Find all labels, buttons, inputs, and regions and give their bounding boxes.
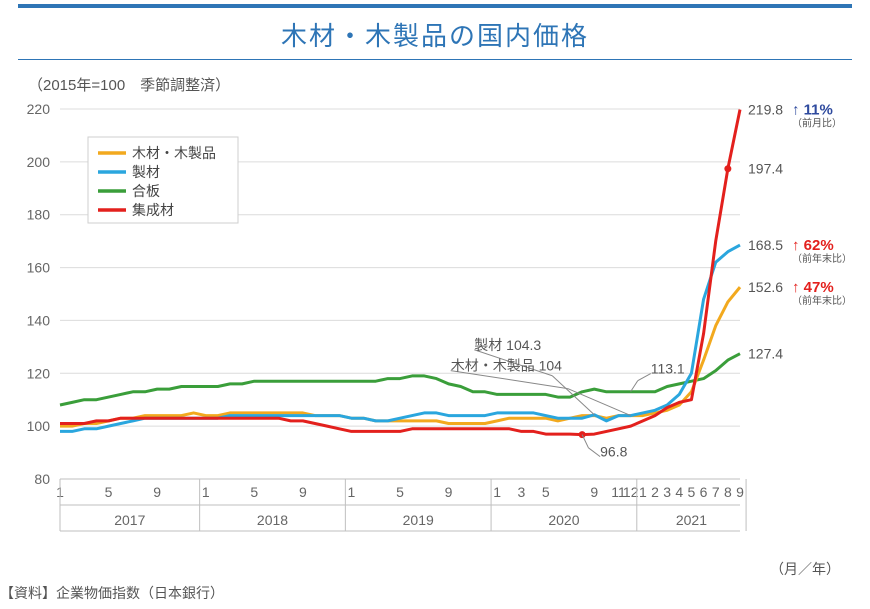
chart-subtitle: （2015年=100 季節調整済）	[0, 60, 870, 99]
svg-text:180: 180	[27, 207, 51, 223]
legend-label-wood: 木材・木製品	[132, 145, 216, 161]
svg-text:5: 5	[250, 484, 258, 500]
svg-text:2019: 2019	[403, 512, 434, 528]
legend-label-glulam: 集成材	[132, 202, 174, 218]
svg-text:5: 5	[688, 484, 696, 500]
svg-text:2: 2	[651, 484, 659, 500]
svg-text:2017: 2017	[114, 512, 145, 528]
series-sawn	[60, 245, 740, 431]
svg-text:1: 1	[348, 484, 356, 500]
svg-text:2018: 2018	[257, 512, 288, 528]
end-delta: ↑ 11%	[792, 102, 833, 119]
title-block: 木材・木製品の国内価格	[0, 0, 870, 60]
svg-text:120: 120	[27, 365, 51, 381]
end-delta-note: （前年末比）	[792, 252, 852, 265]
svg-text:200: 200	[27, 154, 51, 170]
line-chart: 80 100 120 140 160 180 200 220 1 5 9 2017 1 5 9 2018 1 5 9…	[0, 99, 870, 559]
annotation: 113.1	[651, 361, 685, 377]
svg-text:9: 9	[590, 484, 598, 500]
series-wood	[60, 287, 740, 426]
svg-text:3: 3	[663, 484, 671, 500]
svg-text:2020: 2020	[548, 512, 579, 528]
end-label: 152.6	[748, 279, 783, 295]
svg-text:3: 3	[518, 484, 526, 500]
svg-text:9: 9	[153, 484, 161, 500]
svg-text:7: 7	[712, 484, 720, 500]
end-label: 219.8	[748, 102, 783, 118]
svg-text:160: 160	[27, 260, 51, 276]
svg-text:9: 9	[736, 484, 744, 500]
svg-text:9: 9	[445, 484, 453, 500]
title-bar-top	[18, 4, 852, 8]
svg-text:2021: 2021	[676, 512, 707, 528]
end-label: 197.4	[748, 161, 783, 177]
chart-area: 80 100 120 140 160 180 200 220 1 5 9 2017 1 5 9 2018 1 5 9…	[0, 99, 870, 559]
svg-text:9: 9	[299, 484, 307, 500]
chart-title: 木材・木製品の国内価格	[0, 10, 870, 59]
end-delta: ↑ 62%	[792, 237, 834, 254]
svg-text:80: 80	[34, 471, 50, 487]
svg-text:1: 1	[639, 484, 647, 500]
source-footer: 【資料】企業物価指数（日本銀行）	[0, 583, 224, 603]
series-plywood	[60, 354, 740, 405]
end-delta-note: （前月比）	[792, 117, 842, 130]
annotation: 製材 104.3	[474, 337, 541, 353]
end-label: 168.5	[748, 237, 783, 253]
svg-text:8: 8	[724, 484, 732, 500]
svg-text:100: 100	[27, 418, 51, 434]
end-label: 127.4	[748, 346, 783, 362]
svg-text:5: 5	[105, 484, 113, 500]
svg-text:220: 220	[27, 101, 51, 117]
annotation: 96.8	[600, 444, 627, 460]
svg-text:5: 5	[396, 484, 404, 500]
legend-label-sawn: 製材	[132, 164, 160, 180]
svg-text:5: 5	[542, 484, 550, 500]
end-delta-note: （前年末比）	[792, 294, 852, 307]
svg-text:6: 6	[700, 484, 708, 500]
legend-label-plywood: 合板	[132, 183, 160, 199]
svg-text:1: 1	[202, 484, 210, 500]
axis-footer: （月／年）	[770, 559, 840, 579]
svg-text:4: 4	[675, 484, 683, 500]
annotation: 木材・木製品 104	[451, 358, 562, 374]
svg-text:140: 140	[27, 312, 51, 328]
svg-text:1: 1	[493, 484, 501, 500]
end-delta: ↑ 47%	[792, 279, 834, 296]
